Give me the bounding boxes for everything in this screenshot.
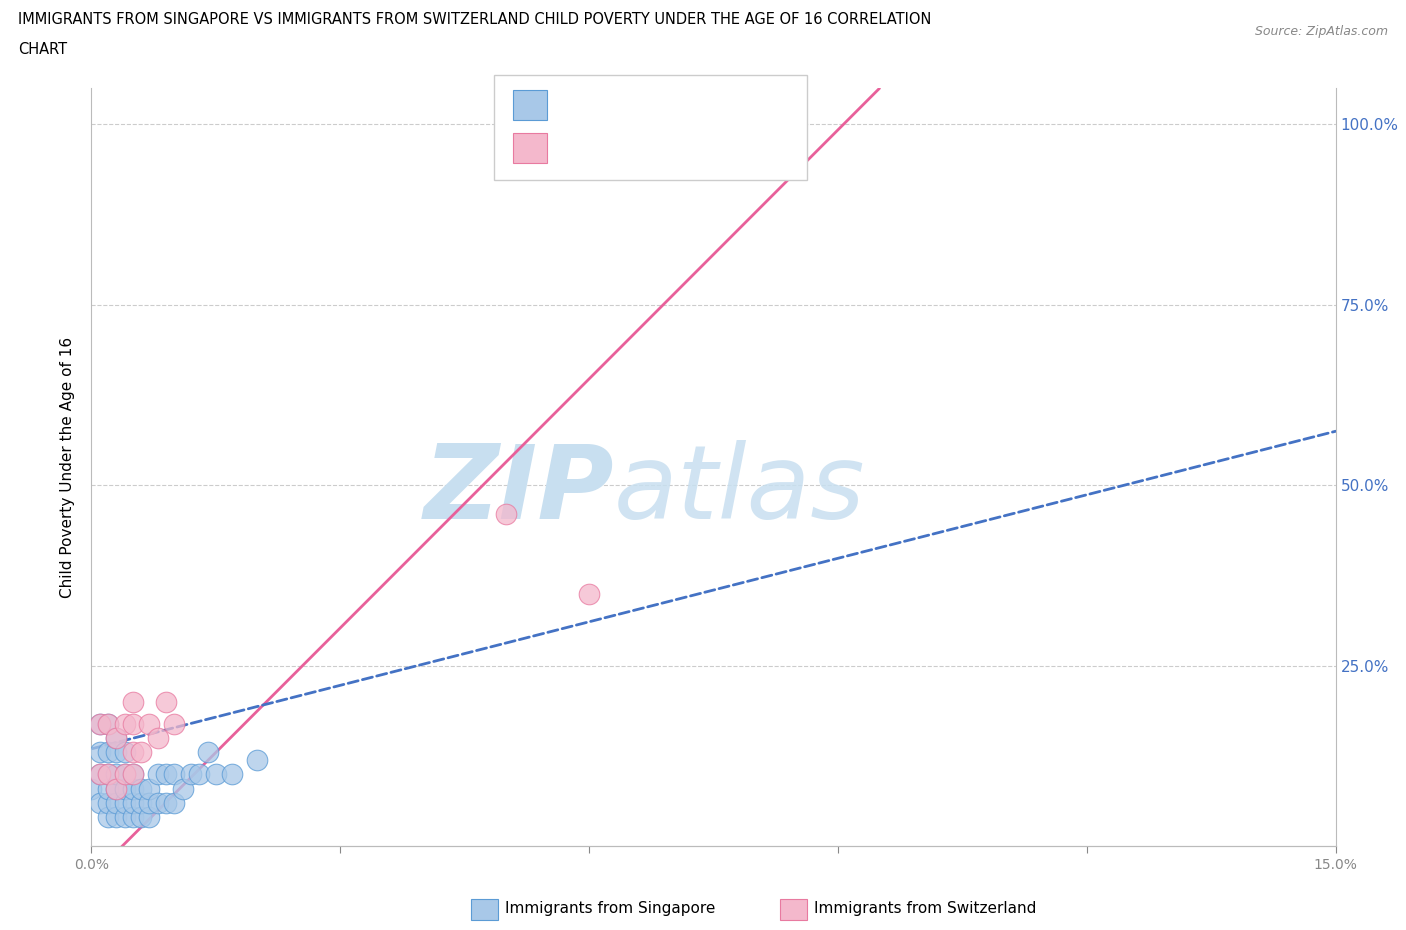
Point: [105, 745, 128, 760]
Text: Source: ZipAtlas.com: Source: ZipAtlas.com: [1254, 25, 1388, 38]
Point: [89, 766, 111, 781]
Point: [180, 766, 202, 781]
Point: [172, 781, 194, 796]
Point: [114, 766, 136, 781]
Point: [121, 766, 145, 781]
Point: [97, 810, 120, 825]
Point: [105, 731, 128, 746]
Point: [121, 781, 145, 796]
Point: [97, 766, 120, 781]
Point: [129, 810, 152, 825]
Point: [138, 795, 160, 810]
Point: [97, 781, 120, 796]
Point: [578, 586, 600, 601]
Point: [121, 795, 145, 810]
Point: [114, 781, 136, 796]
Point: [155, 795, 177, 810]
Point: [138, 716, 160, 731]
Point: [163, 716, 186, 731]
Point: [105, 795, 128, 810]
Point: [129, 795, 152, 810]
Text: ZIP: ZIP: [423, 440, 614, 540]
Point: [155, 695, 177, 710]
Point: [97, 766, 120, 781]
Point: [121, 695, 145, 710]
Point: [97, 716, 120, 731]
Point: [97, 716, 120, 731]
Point: [146, 731, 169, 746]
Point: [155, 766, 177, 781]
Point: [129, 781, 152, 796]
Point: [221, 766, 243, 781]
Point: [105, 810, 128, 825]
Point: [89, 716, 111, 731]
Point: [97, 745, 120, 760]
Point: [146, 766, 169, 781]
Point: [121, 766, 145, 781]
Point: [80, 781, 103, 796]
Text: CHART: CHART: [18, 42, 67, 57]
Point: [97, 795, 120, 810]
Text: Immigrants from Singapore: Immigrants from Singapore: [505, 901, 716, 916]
Point: [89, 766, 111, 781]
Point: [702, 117, 725, 132]
Point: [114, 810, 136, 825]
Point: [163, 766, 186, 781]
Point: [188, 766, 211, 781]
Text: IMMIGRANTS FROM SINGAPORE VS IMMIGRANTS FROM SWITZERLAND CHILD POVERTY UNDER THE: IMMIGRANTS FROM SINGAPORE VS IMMIGRANTS …: [18, 12, 932, 27]
Text: atlas: atlas: [614, 440, 866, 540]
Text: R = 0.792   N = 20: R = 0.792 N = 20: [558, 139, 742, 157]
Point: [105, 731, 128, 746]
Point: [105, 781, 128, 796]
Point: [163, 795, 186, 810]
Point: [105, 766, 128, 781]
Point: [197, 745, 219, 760]
Point: [114, 795, 136, 810]
Point: [89, 745, 111, 760]
Point: [114, 766, 136, 781]
Point: [89, 795, 111, 810]
Point: [121, 745, 145, 760]
Point: [246, 752, 269, 767]
Point: [138, 781, 160, 796]
Point: [129, 745, 152, 760]
Point: [89, 716, 111, 731]
Point: [495, 507, 517, 522]
Y-axis label: Child Poverty Under the Age of 16: Child Poverty Under the Age of 16: [60, 337, 76, 598]
Point: [121, 716, 145, 731]
Point: [146, 795, 169, 810]
Point: [105, 781, 128, 796]
Text: R = 0.341   N = 45: R = 0.341 N = 45: [558, 96, 742, 114]
Point: [114, 745, 136, 760]
Point: [138, 810, 160, 825]
Point: [114, 716, 136, 731]
Text: Immigrants from Switzerland: Immigrants from Switzerland: [814, 901, 1036, 916]
Point: [121, 810, 145, 825]
Point: [205, 766, 228, 781]
